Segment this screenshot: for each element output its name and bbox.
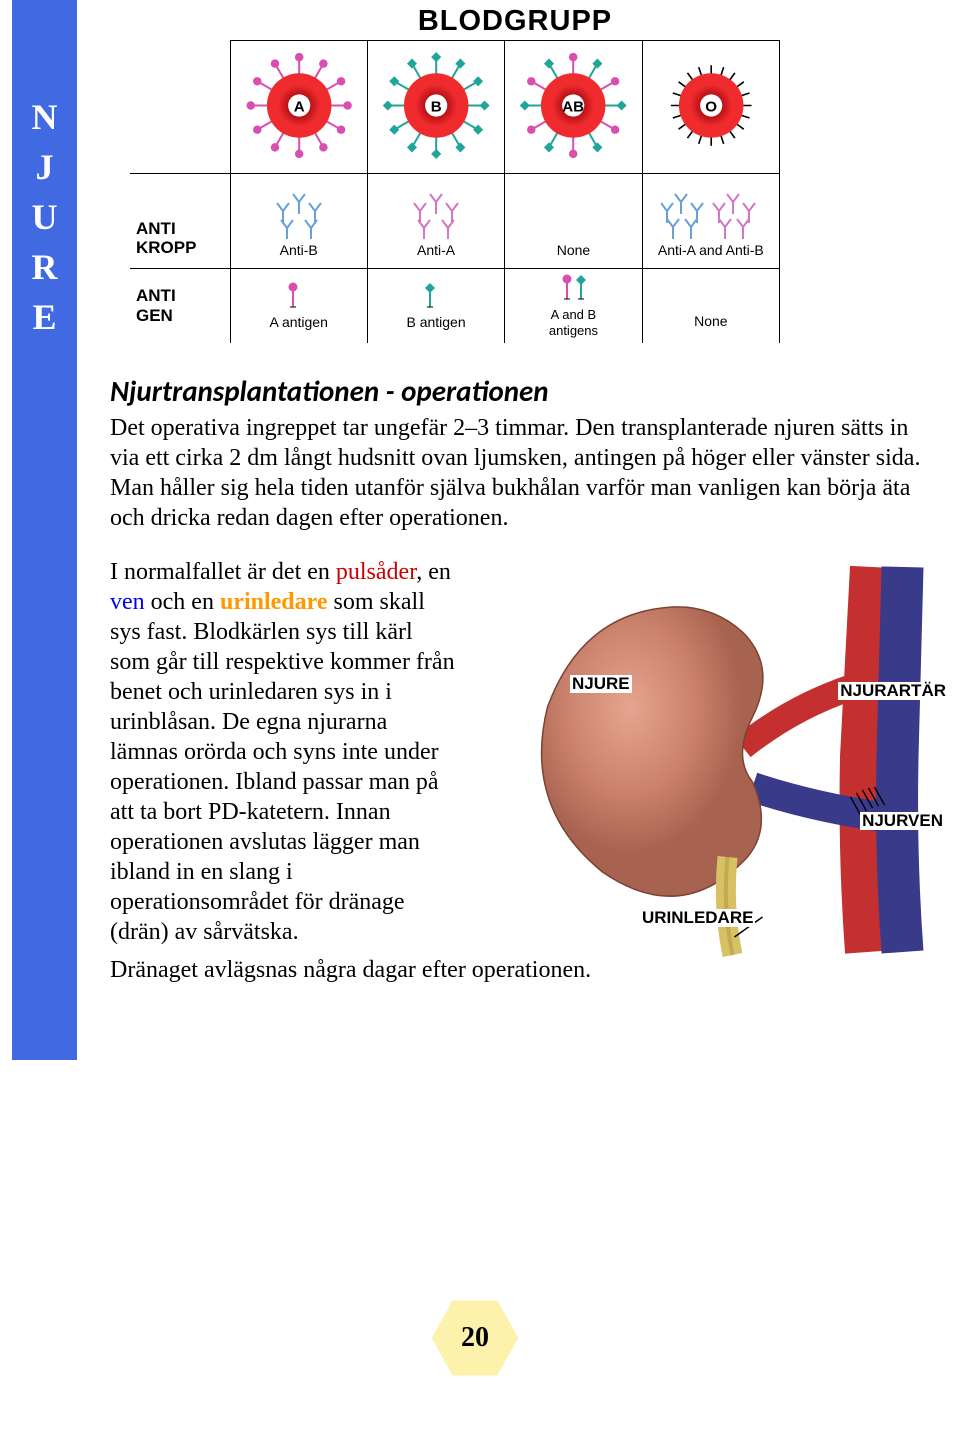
cell-type-A: A <box>230 41 367 174</box>
cell-type-AB: AB <box>505 41 642 174</box>
label-kidney: NJURE <box>570 675 632 694</box>
antibody-label: Anti-A and Anti-B <box>658 242 764 258</box>
text-fragment: I normalfallet är det en <box>110 559 336 585</box>
text-fragment: , en <box>416 559 451 585</box>
antigen-A: A antigen <box>230 269 367 343</box>
text-pulsader: pulsåder <box>336 559 416 585</box>
sidebar-njure: N J U R E <box>12 0 77 1060</box>
antigen-label: A antigen <box>269 314 327 330</box>
label-ureter: URINLEDARE <box>640 909 755 928</box>
text-ven: ven <box>110 589 145 615</box>
paragraph-2-tail: Dränaget avlägsnas några dagar efter ope… <box>110 955 940 985</box>
svg-text:AB: AB <box>563 99 585 116</box>
antibody-O: Anti-A and Anti-B <box>642 174 779 269</box>
svg-text:O: O <box>705 99 717 116</box>
antibody-B: Anti-A <box>367 174 504 269</box>
blood-type-chart: BLODGRUPP A B AB O ANTI KROPP Anti-B Ant… <box>130 5 780 343</box>
row-label-antigen: ANTI GEN <box>130 269 230 343</box>
antigen-B: B antigen <box>367 269 504 343</box>
antibody-A: Anti-B <box>230 174 367 269</box>
antibody-AB: None <box>505 174 642 269</box>
kidney-diagram: NJURE NJURARTÄR NJURVEN URINLEDARE <box>465 557 940 957</box>
page-number-badge: 20 <box>430 1299 530 1389</box>
antigen-label: B antigen <box>406 314 465 330</box>
row-label-cells <box>130 41 230 174</box>
text-fragment: och en <box>145 589 220 615</box>
svg-text:A: A <box>293 99 304 116</box>
text-urinledare: urinledare <box>220 589 328 615</box>
antigen-label: None <box>694 313 727 329</box>
kidney-svg <box>465 557 940 957</box>
sidebar-letter: R <box>32 245 58 290</box>
cell-type-O: O <box>642 41 779 174</box>
svg-text:B: B <box>431 99 442 116</box>
main-content: BLODGRUPP A B AB O ANTI KROPP Anti-B Ant… <box>110 5 940 985</box>
paragraph-1: Det operativa ingreppet tar ungefär 2–3 … <box>110 413 940 533</box>
section-heading: Njurtransplantationen - operationen <box>110 373 940 409</box>
blood-type-table: A B AB O ANTI KROPP Anti-B Anti-A None <box>130 40 780 343</box>
sidebar-letter: N <box>32 95 58 140</box>
sidebar-letter: U <box>32 195 58 240</box>
label-artery: NJURARTÄR <box>838 682 948 701</box>
cell-type-B: B <box>367 41 504 174</box>
antibody-label: None <box>557 242 590 258</box>
antibody-label: Anti-B <box>280 242 318 258</box>
antigen-AB: A and B antigens <box>505 269 642 343</box>
row-label-antibody: ANTI KROPP <box>130 174 230 269</box>
label-vein: NJURVEN <box>860 812 945 831</box>
sidebar-letter: E <box>32 295 56 340</box>
antigen-label: A and B antigens <box>549 307 598 338</box>
page-number: 20 <box>430 1299 520 1377</box>
antigen-O: None <box>642 269 779 343</box>
text-fragment: som skall sys fast. Blodkärlen sys till … <box>110 589 455 945</box>
chart-title: BLODGRUPP <box>250 5 780 38</box>
antibody-label: Anti-A <box>417 242 455 258</box>
sidebar-letter: J <box>36 145 54 190</box>
paragraph-2: I normalfallet är det en pulsåder, en ve… <box>110 557 455 957</box>
